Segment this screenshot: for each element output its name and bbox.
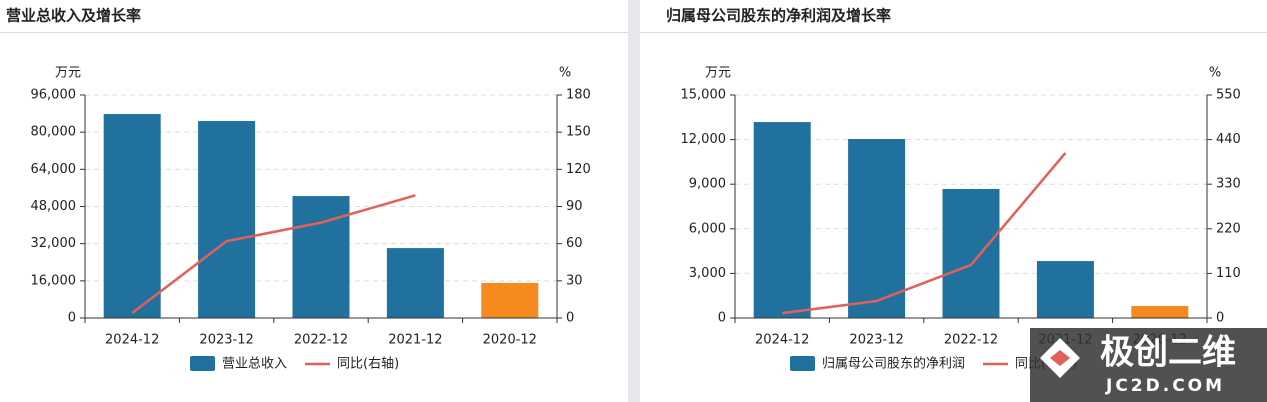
y-tick-label: 3,000 <box>689 266 726 281</box>
y2-tick-label: 110 <box>1216 266 1241 281</box>
y2-tick-label: 330 <box>1216 177 1241 192</box>
y-tick-label: 64,000 <box>31 162 77 177</box>
chart-title: 营业总收入及增长率 <box>6 7 141 25</box>
y2-tick-label: 120 <box>566 162 591 177</box>
watermark-url: JC2D.COM <box>1105 376 1225 396</box>
x-tick-label: 2021-12 <box>388 333 442 348</box>
bar <box>198 121 256 319</box>
bar <box>1131 305 1189 318</box>
legend-swatch <box>790 356 815 371</box>
bar <box>1036 261 1094 318</box>
y-tick-label: 16,000 <box>31 273 77 288</box>
y2-tick-label: 550 <box>1216 88 1241 103</box>
y-tick-label: 48,000 <box>31 199 77 214</box>
watermark-logo <box>1050 350 1070 366</box>
y2-tick-label: 440 <box>1216 132 1241 147</box>
y2-tick-label: 0 <box>566 311 574 326</box>
bar <box>292 196 350 318</box>
x-tick-label: 2022-12 <box>944 333 998 348</box>
bar <box>103 114 161 319</box>
x-tick-label: 2020-12 <box>483 333 537 348</box>
bar <box>481 282 539 318</box>
y2-tick-label: 30 <box>566 273 583 288</box>
y-tick-label: 9,000 <box>689 177 726 192</box>
x-tick-label: 2023-12 <box>849 333 903 348</box>
y2-unit: % <box>1209 66 1221 81</box>
bar <box>386 248 444 318</box>
legend-swatch <box>190 356 215 371</box>
y2-tick-label: 0 <box>1216 311 1224 326</box>
y-tick-label: 0 <box>68 311 76 326</box>
divider <box>628 0 640 402</box>
bar <box>942 188 1000 318</box>
x-tick-label: 2022-12 <box>294 333 348 348</box>
y-unit: 万元 <box>55 66 81 81</box>
y2-tick-label: 150 <box>566 125 591 140</box>
y-tick-label: 0 <box>718 311 726 326</box>
y-tick-label: 15,000 <box>681 88 727 103</box>
line <box>131 194 416 315</box>
watermark-name: 极创二维 <box>1100 333 1236 373</box>
y-tick-label: 12,000 <box>681 132 727 147</box>
y2-tick-label: 90 <box>566 199 583 214</box>
line <box>782 152 1067 315</box>
y2-tick-label: 180 <box>566 88 591 103</box>
y-tick-label: 96,000 <box>31 88 77 103</box>
bar <box>848 139 906 318</box>
y-tick-label: 6,000 <box>689 221 726 236</box>
y-unit: 万元 <box>705 66 731 81</box>
x-tick-label: 2024-12 <box>755 333 809 348</box>
legend-label: 归属母公司股东的净利润 <box>822 356 965 372</box>
y2-tick-label: 60 <box>566 236 583 251</box>
bar <box>753 122 811 318</box>
watermark: 极创二维 JC2D.COM <box>1030 328 1267 402</box>
y-tick-label: 80,000 <box>31 125 77 140</box>
x-tick-label: 2024-12 <box>105 333 159 348</box>
legend-label: 同比(右轴) <box>337 357 399 372</box>
y2-tick-label: 220 <box>1216 221 1241 236</box>
chart-title: 归属母公司股东的净利润及增长率 <box>666 7 891 25</box>
legend-label: 营业总收入 <box>222 357 287 372</box>
y-tick-label: 32,000 <box>31 236 77 251</box>
y2-unit: % <box>559 66 571 81</box>
x-tick-label: 2023-12 <box>199 333 253 348</box>
